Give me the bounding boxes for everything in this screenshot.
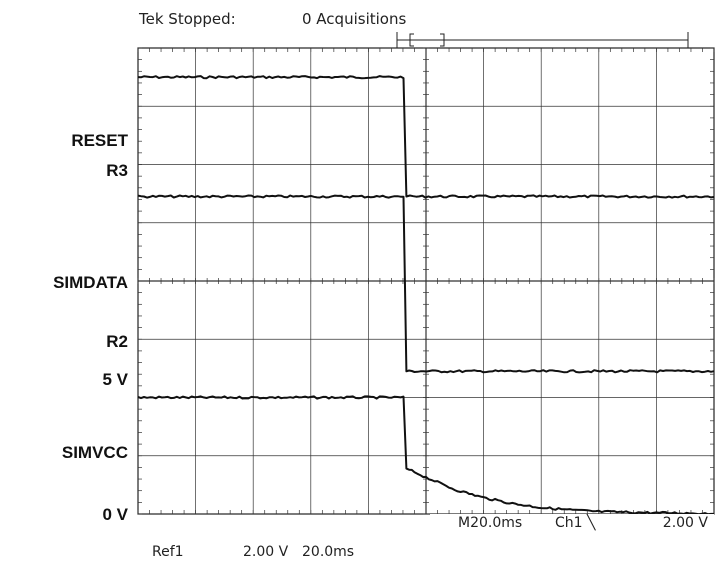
label-r3: R3	[106, 161, 128, 180]
timebase-readout: M20.0ms	[458, 515, 522, 531]
trace-simvcc	[137, 395, 714, 516]
ref-name: Ref1	[152, 544, 184, 560]
label-simvcc: SIMVCC	[62, 443, 128, 462]
ref-volts: 2.00 V	[243, 544, 289, 560]
label-simdata: SIMDATA	[53, 273, 128, 292]
trace-simdata	[137, 194, 715, 374]
label-r2: R2	[106, 332, 128, 351]
trigger-readout: Ch1 ╲	[555, 514, 597, 531]
waveform-traces	[137, 75, 715, 516]
trace-reset	[137, 75, 715, 199]
readout-background	[430, 514, 714, 532]
graticule	[137, 47, 715, 515]
acquisition-count: 0 Acquisitions	[302, 10, 406, 28]
ref-time: 20.0ms	[302, 544, 354, 560]
record-position-bar	[396, 32, 689, 48]
label-reset: RESET	[71, 131, 128, 150]
label-5v: 5 V	[102, 370, 128, 389]
scope-status: Tek Stopped:	[138, 10, 236, 28]
trigger-level-readout: 2.00 V	[663, 515, 709, 531]
label-0v: 0 V	[102, 505, 128, 524]
